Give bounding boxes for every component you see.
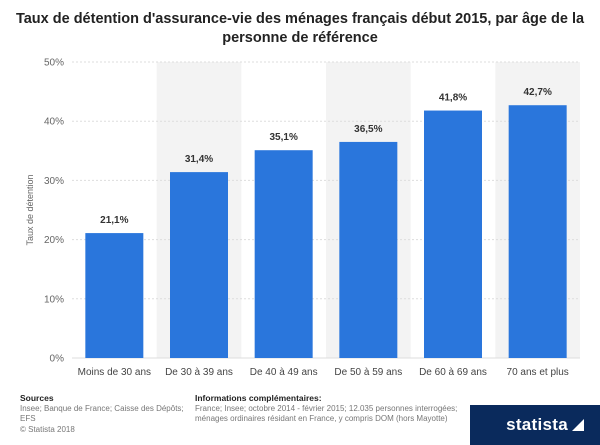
- y-tick-label: 50%: [44, 58, 64, 69]
- bar: [85, 233, 144, 358]
- data-label: 21,1%: [100, 215, 128, 226]
- x-tick-label: De 40 à 49 ans: [250, 367, 318, 378]
- y-axis-label: Taux de détention: [25, 174, 35, 245]
- x-tick-label: De 60 à 69 ans: [419, 367, 487, 378]
- bar: [254, 150, 313, 358]
- data-label: 42,7%: [523, 87, 551, 98]
- statista-brand[interactable]: statista: [470, 405, 600, 445]
- y-tick-label: 30%: [44, 176, 64, 187]
- sources-title: Sources: [20, 393, 54, 403]
- brand-name: statista: [506, 415, 568, 434]
- y-tick-label: 0%: [50, 354, 65, 365]
- sources-block: Sources Insee; Banque de France; Caisse …: [20, 393, 195, 435]
- bar: [508, 105, 567, 358]
- sources-text: Insee; Banque de France; Caisse des Dépô…: [20, 403, 184, 424]
- info-text: France; Insee; octobre 2014 - février 20…: [195, 403, 458, 424]
- bar: [170, 172, 228, 358]
- y-tick-label: 40%: [44, 117, 64, 128]
- y-tick-label: 10%: [44, 294, 64, 305]
- statista-logo-icon: [572, 419, 584, 431]
- x-tick-label: De 30 à 39 ans: [165, 367, 233, 378]
- bar-chart: 0% 10% 20% 30% 40% 50% Taux de détention 21,1% M…: [25, 58, 580, 378]
- data-label: 36,5%: [354, 124, 382, 135]
- data-label: 35,1%: [269, 132, 297, 143]
- info-block: Informations complémentaires: France; In…: [195, 393, 465, 425]
- data-label: 31,4%: [185, 154, 213, 165]
- y-tick-label: 20%: [44, 235, 64, 246]
- x-tick-label: Moins de 30 ans: [78, 367, 151, 378]
- data-label: 41,8%: [439, 93, 467, 104]
- bar: [424, 110, 482, 358]
- x-tick-label: 70 ans et plus: [507, 367, 569, 378]
- chart-title: Taux de détention d'assurance-vie des mé…: [15, 11, 585, 46]
- copyright-text: © Statista 2018: [20, 424, 75, 434]
- info-title: Informations complémentaires:: [195, 393, 322, 403]
- x-tick-label: De 50 à 59 ans: [334, 367, 402, 378]
- bar: [339, 141, 398, 358]
